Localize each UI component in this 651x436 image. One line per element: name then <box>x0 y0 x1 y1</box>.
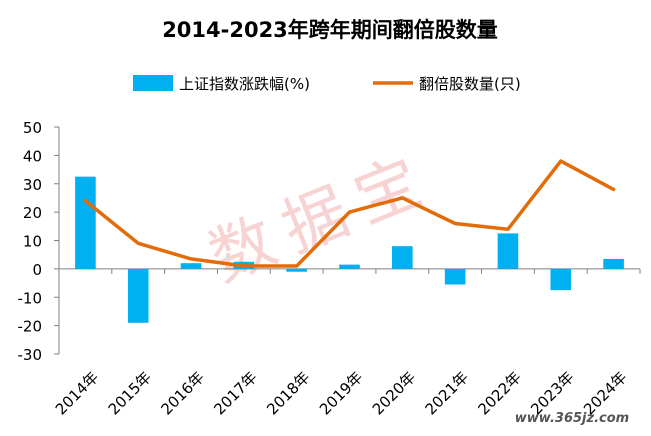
bar-8 <box>497 233 519 269</box>
y-tick-label: 40 <box>23 147 42 165</box>
line-point-3 <box>242 264 246 268</box>
y-tick-label: 10 <box>23 233 42 251</box>
line-point-7 <box>453 222 457 225</box>
x-tick-label: 2015年 <box>105 368 155 418</box>
bar-10 <box>603 258 624 269</box>
line-point-5 <box>348 210 351 214</box>
x-tick-label: 2016年 <box>158 368 208 418</box>
line-point-4 <box>295 264 298 268</box>
watermark-text: 数据宝 <box>200 140 445 296</box>
legend-label-bar: 上证指数涨跌幅(%) <box>179 75 310 93</box>
x-tick-label: 2014年 <box>52 368 102 418</box>
bar-4 <box>286 268 307 272</box>
y-tick-label: 30 <box>23 176 42 194</box>
line-point-8 <box>506 227 510 231</box>
x-tick-label: 2018年 <box>263 368 313 418</box>
line-point-1 <box>137 242 140 245</box>
bar-2 <box>180 263 202 269</box>
site-watermark-text: www.365jz.com <box>515 411 629 426</box>
bar-1 <box>127 268 149 323</box>
bar-9 <box>550 268 572 291</box>
y-tick-label: -10 <box>18 289 43 307</box>
bar-0 <box>75 176 96 269</box>
y-tick-label: -20 <box>18 318 43 336</box>
y-tick-label: -30 <box>18 346 43 364</box>
y-tick-label: 20 <box>23 204 42 222</box>
legend-label-line: 翻倍股数量(只) <box>419 75 521 93</box>
y-tick-label: 0 <box>32 261 42 279</box>
legend-swatch-bar <box>133 75 173 91</box>
line-point-10 <box>612 188 615 191</box>
x-tick-label: 2021年 <box>422 368 472 418</box>
line-point-2 <box>189 257 193 261</box>
line-point-6 <box>401 196 404 200</box>
bar-6 <box>392 246 413 269</box>
bar-5 <box>339 264 360 269</box>
y-tick-label: 50 <box>23 119 42 137</box>
chart-title: 2014-2023年跨年期间翻倍股数量 <box>162 18 498 42</box>
bar-7 <box>444 268 466 285</box>
x-tick-label: 2017年 <box>210 368 260 418</box>
x-tick-label: 2019年 <box>316 368 366 418</box>
line-point-9 <box>559 159 562 163</box>
line-point-0 <box>84 199 87 202</box>
x-tick-label: 2020年 <box>369 368 419 418</box>
